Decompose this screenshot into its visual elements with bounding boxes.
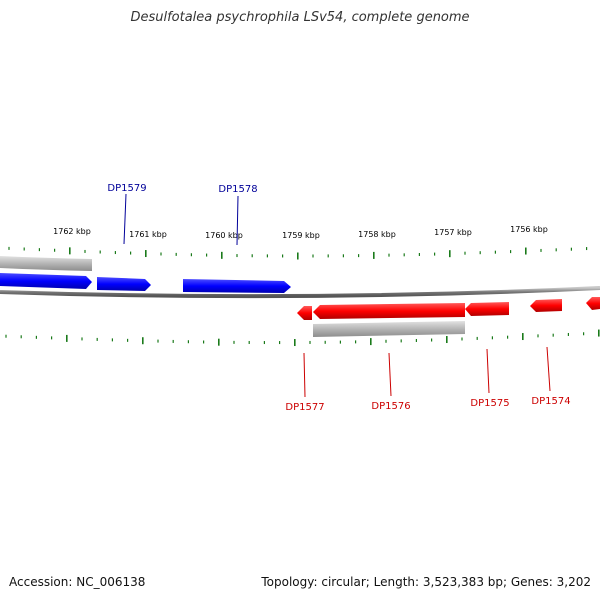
scale-label: 1756 kbp xyxy=(510,225,548,234)
gene-label-dp1574[interactable]: DP1574 xyxy=(531,396,570,407)
gene-leader-line xyxy=(123,193,127,245)
feature-bar-lower xyxy=(313,321,465,337)
gene-leader-line xyxy=(388,352,392,397)
gene-labels: DP1579 DP1578 DP1577 DP1576 DP1575 DP157… xyxy=(107,183,570,413)
gene-arrow[interactable] xyxy=(530,299,562,312)
gene-label-dp1577[interactable]: DP1577 xyxy=(285,402,324,413)
scale-label: 1762 kbp xyxy=(53,227,91,236)
scale-ticks-lower xyxy=(5,329,600,347)
feature-bar-upper xyxy=(0,256,92,271)
gene-leader-line xyxy=(546,346,551,392)
accession-label: Accession: NC_006138 xyxy=(9,575,146,589)
gene-arrow[interactable] xyxy=(586,297,600,310)
scale-label: 1760 kbp xyxy=(205,231,243,240)
scale-label: 1758 kbp xyxy=(358,230,396,239)
scale-ticks-upper xyxy=(8,246,588,260)
map-title: Desulfotalea psychrophila LSv54, complet… xyxy=(130,10,470,25)
genome-summary: Topology: circular; Length: 3,523,383 bp… xyxy=(261,575,591,589)
gene-leader-line xyxy=(303,352,306,398)
gene-arrow[interactable] xyxy=(465,302,509,316)
gene-arrow[interactable] xyxy=(97,277,151,291)
scale-label: 1757 kbp xyxy=(434,228,472,237)
gene-label-dp1579[interactable]: DP1579 xyxy=(107,183,146,194)
gene-leader-line xyxy=(486,348,490,394)
scale-labels: 1762 kbp 1761 kbp 1760 kbp 1759 kbp 1758… xyxy=(53,225,548,240)
gene-label-dp1575[interactable]: DP1575 xyxy=(470,398,509,409)
gene-arrow[interactable] xyxy=(313,303,465,319)
gene-arrow[interactable] xyxy=(183,279,291,293)
gene-arrow[interactable] xyxy=(0,273,92,289)
genome-backbone xyxy=(0,286,600,299)
gene-label-dp1578[interactable]: DP1578 xyxy=(218,184,257,195)
scale-label: 1761 kbp xyxy=(129,230,167,239)
scale-label: 1759 kbp xyxy=(282,231,320,240)
gene-label-dp1576[interactable]: DP1576 xyxy=(371,401,410,412)
forward-strand-genes xyxy=(0,273,291,293)
gene-leader-line xyxy=(236,195,239,246)
reverse-strand-genes xyxy=(297,297,600,320)
gene-arrow[interactable] xyxy=(297,306,312,320)
